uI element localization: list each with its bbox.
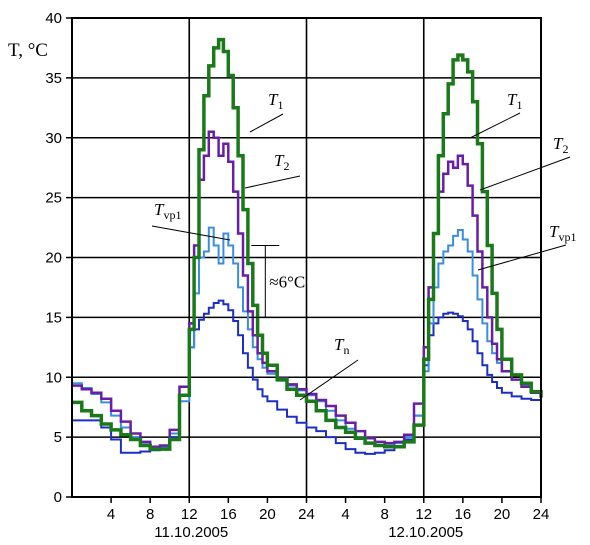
series-label-t2: T2 [553,134,568,156]
x-tick-label: 8 [146,506,154,523]
label-leader [151,225,231,241]
series-label-t1: T1 [268,90,283,112]
y-tick-label: 40 [45,10,62,27]
series-label-sub: n [343,343,349,357]
series-line-t1 [72,37,543,451]
x-tick-label: 16 [454,506,471,523]
label-leader [249,113,284,133]
x-tick-label: 16 [220,506,237,523]
date-label: 12.10.2005 [388,524,463,541]
x-tick-label: 24 [298,506,315,523]
annotation-delta: ≈6°C [269,272,305,291]
y-tick-label: 5 [54,429,62,446]
y-tick-label: 35 [45,70,62,87]
y-tick-label: 20 [45,250,62,267]
label-leader [469,112,521,139]
series-label-main: T [553,134,564,153]
x-tick-label: 24 [533,506,550,523]
y-axis-label: T, °C [8,40,48,61]
label-leader [244,175,301,189]
x-tick-label: 8 [380,506,388,523]
series-label-main: T [154,200,165,219]
x-tick-label: 4 [107,506,115,523]
label-leader [479,156,571,191]
series-label-sub: vp1 [558,230,576,244]
y-tick-label: 0 [54,489,62,506]
series-label-tvp1: Tvp1 [549,222,576,244]
series-label-sub: 2 [283,159,289,173]
x-tick-label: 12 [181,506,198,523]
x-tick-label: 20 [259,506,276,523]
series-label-sub: vp1 [163,208,181,222]
series-label-tn: Tn [334,335,349,357]
x-tick-label: 12 [415,506,432,523]
x-tick-label: 4 [341,506,349,523]
series-label-sub: 2 [562,142,568,156]
y-tick-label: 30 [45,130,62,147]
y-tick-label: 15 [45,309,62,326]
series-label-main: T [549,222,560,241]
y-tick-label: 25 [45,190,62,207]
date-label: 11.10.2005 [154,524,228,541]
annotations: ≈6°C [251,245,305,318]
label-leader [299,359,359,401]
series-label-sub: 1 [277,98,283,112]
x-tick-label: 20 [494,506,511,523]
series-label-main: T [334,335,345,354]
series-label-t2: T2 [274,151,289,173]
series-label-sub: 1 [516,98,522,112]
series-label-main: T [274,151,285,170]
y-tick-label: 10 [45,369,62,386]
series-label-t1: T1 [507,90,522,112]
series-label-main: T [268,90,279,109]
label-leader [477,244,567,271]
series-label-main: T [507,90,518,109]
plot-frame [71,17,542,498]
series-label-tvp1: Tvp1 [154,200,181,222]
